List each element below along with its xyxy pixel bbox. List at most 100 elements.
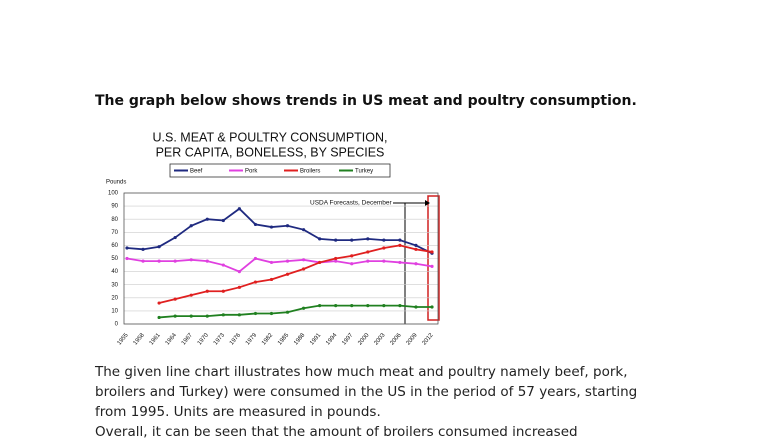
data-point bbox=[430, 305, 434, 309]
data-point bbox=[285, 259, 290, 263]
legend-box bbox=[169, 163, 391, 178]
y-tick-label: 80 bbox=[111, 217, 118, 223]
legend-label: Pork bbox=[245, 169, 258, 175]
data-point bbox=[366, 259, 370, 263]
y-tick-label: 30 bbox=[111, 282, 118, 288]
data-point bbox=[318, 304, 322, 308]
data-point bbox=[269, 277, 274, 282]
data-point bbox=[398, 243, 402, 247]
data-point bbox=[269, 225, 274, 229]
y-tick-label: 90 bbox=[111, 204, 118, 210]
data-point bbox=[398, 304, 402, 308]
data-point bbox=[398, 260, 402, 265]
data-point bbox=[334, 238, 338, 242]
data-point bbox=[221, 289, 225, 293]
data-point bbox=[414, 243, 418, 247]
data-point bbox=[269, 311, 274, 316]
data-point bbox=[205, 259, 209, 263]
data-point bbox=[366, 237, 370, 241]
y-tick-label: 50 bbox=[111, 256, 118, 262]
data-point bbox=[141, 247, 145, 251]
y-tick-label: 60 bbox=[111, 243, 118, 249]
data-point bbox=[125, 256, 129, 261]
data-point bbox=[301, 306, 306, 310]
data-point bbox=[414, 247, 418, 251]
data-point bbox=[157, 259, 161, 263]
data-point bbox=[398, 238, 402, 242]
data-point bbox=[414, 305, 418, 309]
data-point bbox=[414, 262, 418, 266]
data-point bbox=[205, 217, 209, 221]
data-point bbox=[221, 313, 225, 317]
heading: The graph below shows trends in US meat … bbox=[95, 93, 637, 109]
data-point bbox=[189, 314, 193, 318]
y-tick-label: 10 bbox=[111, 308, 118, 314]
data-point bbox=[318, 237, 322, 241]
series-line bbox=[158, 244, 433, 304]
data-point bbox=[301, 258, 306, 262]
data-point bbox=[237, 207, 241, 211]
data-point bbox=[366, 304, 370, 308]
series-line bbox=[126, 207, 433, 255]
data-point bbox=[205, 289, 209, 293]
y-tick-label: 40 bbox=[111, 269, 118, 275]
y-tick-label: 100 bbox=[108, 191, 119, 197]
y-tick-label: 20 bbox=[111, 295, 118, 301]
data-point bbox=[350, 254, 354, 258]
data-point bbox=[237, 270, 241, 274]
data-point bbox=[237, 285, 241, 289]
data-point bbox=[285, 272, 290, 276]
arrow-head bbox=[425, 200, 430, 206]
data-point bbox=[334, 304, 338, 308]
data-point bbox=[189, 224, 193, 228]
data-point bbox=[253, 256, 258, 261]
data-point bbox=[157, 315, 161, 320]
chart-title: U.S. MEAT & POULTRY CONSUMPTION, bbox=[153, 130, 388, 144]
highlight-box bbox=[427, 195, 440, 321]
body-line: The given line chart illustrates how muc… bbox=[95, 364, 628, 380]
data-point bbox=[173, 297, 177, 301]
data-point bbox=[382, 304, 386, 308]
data-point bbox=[366, 250, 370, 254]
data-point bbox=[221, 218, 225, 223]
data-point bbox=[285, 224, 290, 228]
y-tick-label: 0 bbox=[115, 322, 119, 328]
y-tick-label: 70 bbox=[111, 230, 118, 236]
data-point bbox=[173, 259, 177, 263]
data-point bbox=[318, 260, 322, 265]
data-point bbox=[157, 245, 161, 249]
data-point bbox=[382, 238, 386, 242]
data-point bbox=[430, 250, 434, 254]
data-point bbox=[350, 238, 354, 242]
data-point bbox=[141, 259, 145, 263]
data-point bbox=[205, 314, 209, 318]
data-point bbox=[125, 246, 129, 250]
series-line bbox=[126, 257, 433, 273]
data-point bbox=[301, 267, 306, 271]
annotation: USDA Forecasts, December bbox=[310, 200, 392, 207]
data-point bbox=[301, 228, 306, 232]
data-point bbox=[173, 235, 177, 240]
data-point bbox=[253, 280, 258, 284]
data-point bbox=[350, 262, 354, 266]
data-point bbox=[253, 222, 258, 227]
data-point bbox=[382, 246, 386, 250]
data-point bbox=[285, 310, 290, 314]
data-point bbox=[157, 301, 161, 305]
data-point bbox=[189, 293, 193, 297]
legend-label: Turkey bbox=[355, 169, 373, 175]
data-point bbox=[382, 259, 386, 263]
data-point bbox=[334, 256, 338, 261]
plot-frame bbox=[123, 192, 439, 325]
body-line: from 1995. Units are measured in pounds. bbox=[95, 404, 381, 420]
data-point bbox=[221, 263, 225, 267]
body-line: Overall, it can be seen that the amount … bbox=[95, 424, 578, 440]
legend-label: Beef bbox=[190, 169, 203, 175]
y-axis-label: Pounds bbox=[106, 180, 126, 186]
data-point bbox=[173, 314, 177, 318]
data-point bbox=[253, 311, 258, 316]
data-point bbox=[430, 264, 434, 268]
chart-subtitle: PER CAPITA, BONELESS, BY SPECIES bbox=[156, 145, 385, 159]
